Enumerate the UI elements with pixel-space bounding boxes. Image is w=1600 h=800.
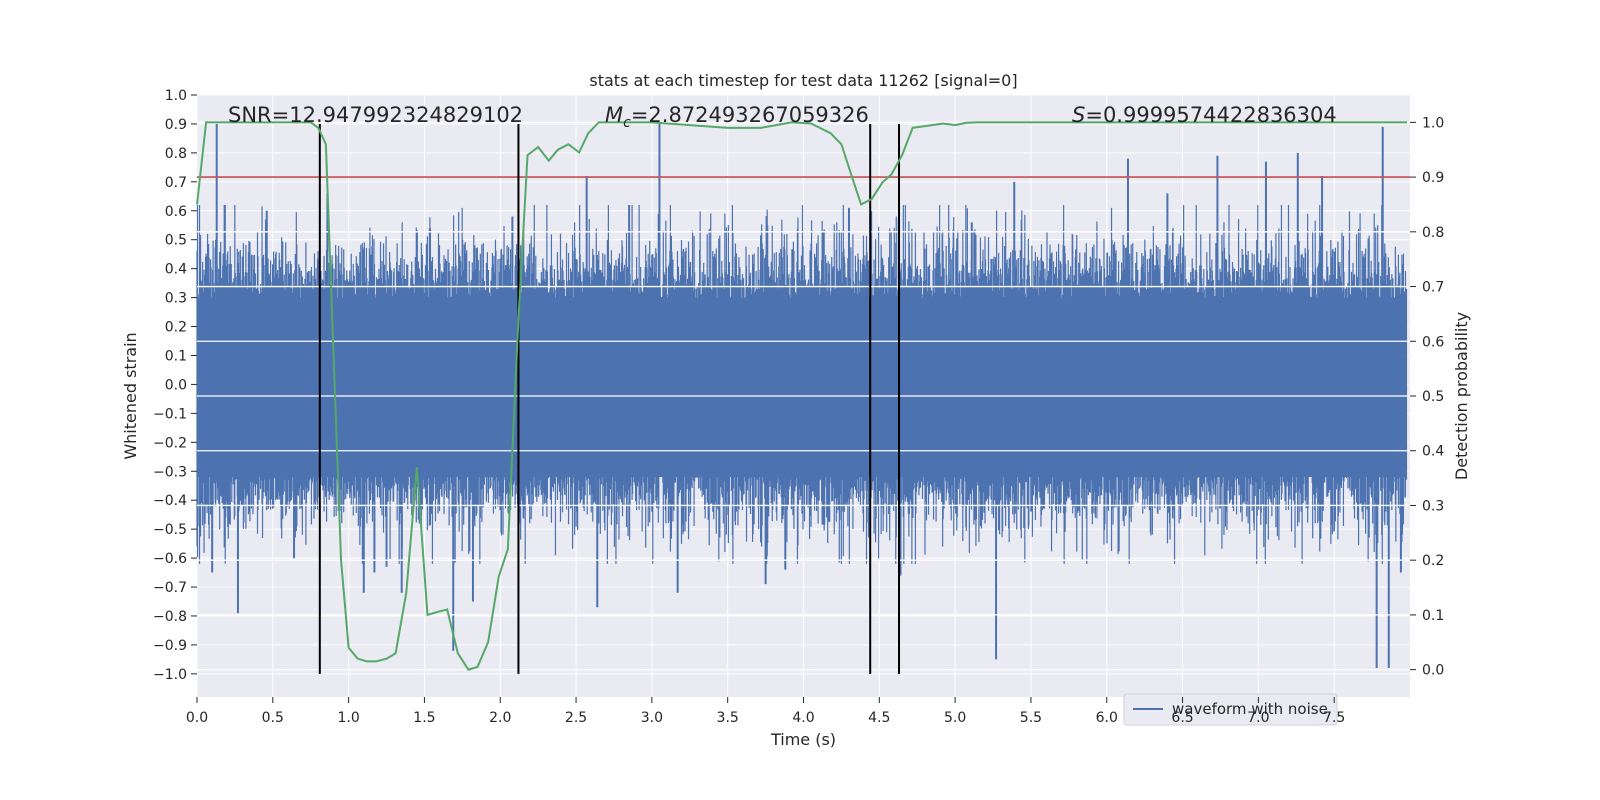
tick-label-left-1: 0.9 — [165, 117, 187, 133]
tick-label-left-7: 0.3 — [165, 291, 187, 307]
tick-label-right-9: 0.1 — [1422, 608, 1444, 624]
tick-label-x-6: 3.0 — [641, 710, 663, 726]
waveform-line — [196, 204, 1408, 564]
tick-label-right-8: 0.2 — [1422, 553, 1444, 569]
tick-label-x-0: 0.0 — [186, 710, 208, 726]
legend-box — [1123, 693, 1338, 726]
mc-annotation: Mc=2.872493267059326 — [605, 103, 869, 131]
tick-label-x-11: 5.5 — [1020, 710, 1042, 726]
tick-label-right-10: 0.0 — [1422, 663, 1444, 679]
tick-label-x-4: 2.0 — [489, 710, 511, 726]
y-axis-label-left: Whitened strain — [121, 332, 140, 459]
probability-line — [196, 121, 1407, 671]
tick-label-x-13: 6.5 — [1171, 710, 1193, 726]
tick-label-left-12: −0.2 — [153, 435, 187, 451]
s-value: =0.9999574422836304 — [1085, 103, 1336, 127]
tick-label-left-5: 0.5 — [165, 233, 187, 249]
mc-value: =2.872493267059326 — [631, 103, 869, 127]
mc-subscript: c — [623, 115, 631, 131]
y-axis-label-right: Detection probability — [1452, 312, 1471, 480]
tick-label-left-3: 0.7 — [165, 175, 187, 191]
mc-symbol: M — [605, 103, 623, 127]
tick-label-right-5: 0.5 — [1422, 389, 1444, 405]
tick-label-left-17: −0.7 — [153, 580, 187, 596]
legend-entry-waveform: waveform with noise — [1172, 700, 1328, 718]
tick-label-x-12: 6.0 — [1096, 710, 1118, 726]
tick-label-left-10: 0.0 — [165, 377, 187, 393]
tick-label-left-15: −0.5 — [153, 522, 187, 538]
tick-label-left-9: 0.1 — [165, 348, 187, 364]
tick-label-left-6: 0.4 — [165, 262, 187, 278]
tick-label-right-6: 0.4 — [1422, 444, 1444, 460]
s-annotation: S=0.9999574422836304 — [1072, 103, 1337, 127]
tick-label-x-1: 0.5 — [262, 710, 284, 726]
tick-label-x-5: 2.5 — [565, 710, 587, 726]
tick-label-x-2: 1.0 — [337, 710, 359, 726]
tick-label-right-1: 0.9 — [1422, 170, 1444, 186]
tick-label-x-14: 7.0 — [1247, 710, 1269, 726]
legend: waveform with noise — [1123, 693, 1338, 726]
tick-label-right-2: 0.8 — [1422, 225, 1444, 241]
tick-label-x-9: 4.5 — [868, 710, 890, 726]
s-symbol: S — [1072, 103, 1085, 127]
tick-label-x-3: 1.5 — [413, 710, 435, 726]
tick-label-right-3: 0.7 — [1422, 280, 1444, 296]
tick-label-left-14: −0.4 — [153, 493, 187, 509]
tick-label-right-7: 0.3 — [1422, 498, 1444, 514]
tick-label-x-7: 3.5 — [717, 710, 739, 726]
snr-annotation: SNR=12.947992324829102 — [228, 103, 523, 127]
tick-label-left-20: −1.0 — [153, 667, 187, 683]
tick-label-left-11: −0.1 — [153, 406, 187, 422]
x-axis-label: Time (s) — [770, 730, 836, 749]
tick-label-right-4: 0.6 — [1422, 334, 1444, 350]
tick-label-x-10: 5.0 — [944, 710, 966, 726]
tick-label-x-15: 7.5 — [1323, 710, 1345, 726]
tick-label-left-8: 0.2 — [165, 320, 187, 336]
tick-label-left-18: −0.8 — [153, 609, 187, 625]
tick-label-left-0: 1.0 — [165, 88, 187, 104]
tick-label-left-19: −0.9 — [153, 638, 187, 654]
tick-label-left-16: −0.6 — [153, 551, 187, 567]
tick-label-left-4: 0.6 — [165, 204, 187, 220]
tick-label-left-2: 0.8 — [165, 146, 187, 162]
tick-label-x-8: 4.0 — [792, 710, 814, 726]
tick-label-right-0: 1.0 — [1422, 115, 1444, 131]
tick-label-left-13: −0.3 — [153, 464, 187, 480]
chart-title: stats at each timestep for test data 112… — [589, 71, 1017, 90]
